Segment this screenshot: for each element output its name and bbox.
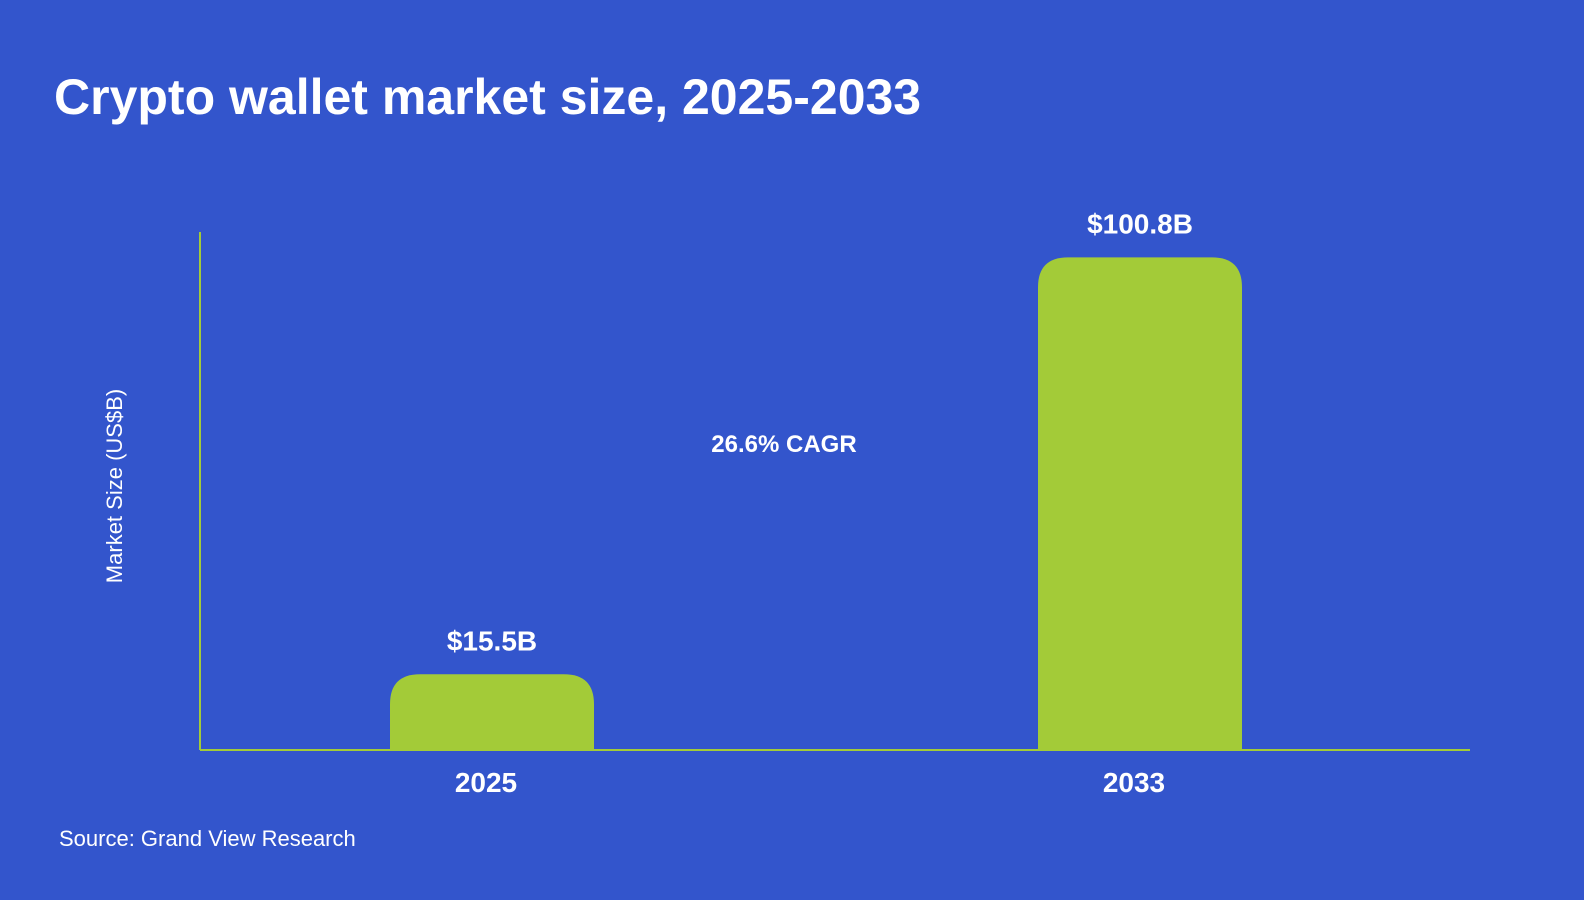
bar-2025 xyxy=(390,674,594,750)
y-axis-label: Market Size (US$B) xyxy=(102,389,127,583)
source-note: Source: Grand View Research xyxy=(59,826,356,851)
cagr-annotation: 26.6% CAGR xyxy=(711,431,856,458)
bar-2033 xyxy=(1038,257,1242,750)
chart-title: Crypto wallet market size, 2025-2033 xyxy=(54,69,922,125)
x-tick-label-2033: 2033 xyxy=(1103,767,1165,798)
value-label-2033: $100.8B xyxy=(1087,208,1193,239)
value-label-2025: $15.5B xyxy=(447,625,537,656)
x-tick-label-2025: 2025 xyxy=(455,767,517,798)
bars-group: $15.5B 2025 $100.8B 2033 xyxy=(390,208,1242,798)
